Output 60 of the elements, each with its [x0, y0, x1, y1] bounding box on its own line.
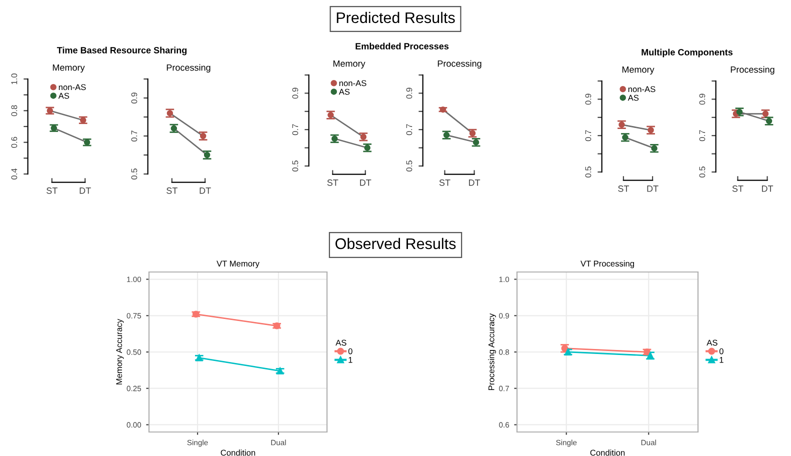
y-tick-label: 0.5: [131, 168, 138, 180]
x-tick-label: DT: [762, 186, 774, 192]
legend-label: AS: [628, 94, 639, 101]
x-tick-label: ST: [327, 179, 338, 186]
x-axis-title: Condition: [220, 450, 256, 456]
legend-label: non-AS: [628, 86, 656, 92]
legend-label: 1: [720, 357, 724, 363]
legend-label: non-AS: [58, 84, 86, 90]
x-tick-label: DT: [80, 188, 91, 194]
chart-title: VT Memory: [216, 260, 260, 268]
x-tick-label: ST: [439, 179, 450, 186]
chart-title: VT Processing: [580, 260, 634, 268]
y-tick-label: 1.0: [11, 74, 18, 84]
y-tick-label: 0.7: [406, 124, 412, 136]
chart-title: Processing: [166, 64, 210, 73]
y-axis-title: Memory Accuracy: [116, 318, 124, 384]
legend-label: 0: [719, 348, 724, 354]
x-tick-label: DT: [200, 188, 211, 194]
x-tick-label: DT: [468, 180, 480, 186]
chart-title: Memory: [333, 60, 366, 69]
legend-title: AS: [706, 340, 718, 346]
text: Time Based Resource Sharing: [56, 46, 187, 56]
y-tick-label: 0.8: [11, 105, 18, 116]
legend-label: non-AS: [339, 80, 366, 86]
y-tick-label: 0.7: [699, 130, 706, 142]
y-tick-label: 0.7: [131, 130, 138, 142]
y-tick-label: 0.9: [292, 88, 298, 99]
y-tick-label: 0.4: [11, 168, 18, 180]
x-tick-label: DT: [360, 180, 372, 186]
chart-title: Memory: [52, 64, 85, 73]
x-tick-label: ST: [732, 185, 744, 192]
legend-label: 0: [348, 348, 352, 354]
y-tick-label: 0.5: [406, 160, 412, 172]
legend-label: AS: [58, 92, 70, 99]
legend-title: AS: [336, 340, 346, 346]
y-tick-label: 0.5: [699, 166, 706, 178]
y-tick-label: 0.5: [292, 160, 298, 172]
chart-title: Memory: [622, 66, 654, 75]
y-tick-label: 0.7: [292, 124, 298, 136]
x-tick-label: DT: [647, 186, 658, 192]
legend-label: AS: [338, 88, 350, 95]
x-axis-title: Condition: [590, 450, 625, 456]
y-tick-label: 0.7: [585, 130, 592, 142]
legend-label: 1: [348, 357, 352, 363]
text: Predicted Results: [336, 12, 455, 24]
y-tick-label: 0.9: [131, 92, 138, 104]
y-tick-label: 0.9: [699, 94, 706, 105]
y-axis-title: Processing Accuracy: [488, 313, 496, 390]
chart-title: Processing: [438, 60, 482, 69]
y-tick-label: 0.9: [406, 88, 412, 99]
text: Observed Results: [336, 238, 456, 250]
x-tick-label: ST: [166, 187, 178, 194]
y-tick-label: 0.9: [585, 94, 592, 105]
text: Multiple Components: [642, 48, 733, 58]
x-tick-label: ST: [46, 187, 58, 194]
text: Embedded Processes: [356, 42, 449, 50]
y-tick-label: 0.5: [585, 166, 592, 178]
chart-title: Processing: [730, 66, 774, 75]
x-tick-label: ST: [618, 185, 630, 192]
y-tick-label: 0.6: [11, 136, 18, 148]
